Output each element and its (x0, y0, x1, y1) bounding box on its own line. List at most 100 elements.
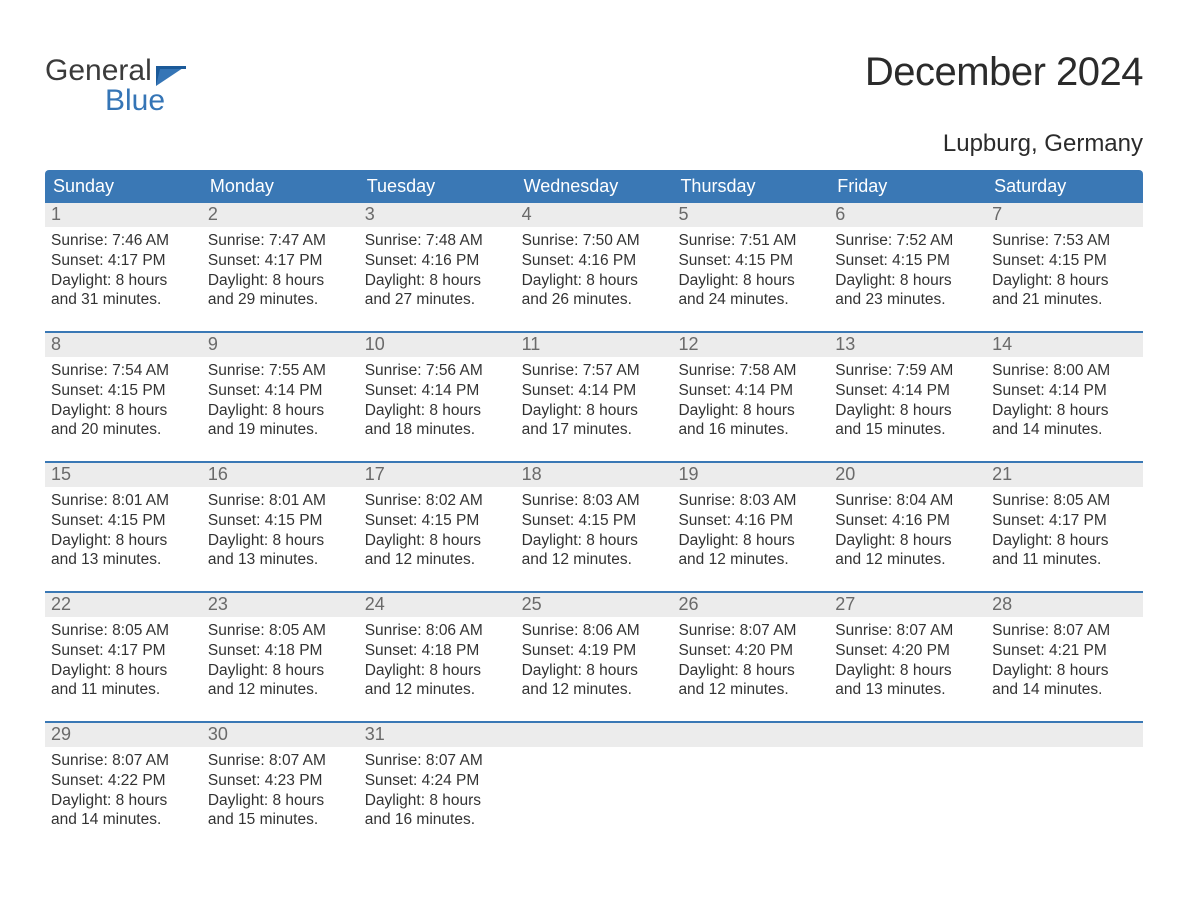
day-number: . (829, 723, 986, 747)
daylight-line-2: and 12 minutes. (365, 680, 510, 700)
daylight-line-1: Daylight: 8 hours (208, 401, 353, 421)
sunrise-line: Sunrise: 7:52 AM (835, 231, 980, 251)
day-info: Sunrise: 7:56 AMSunset: 4:14 PMDaylight:… (359, 357, 516, 448)
day-number: 2 (202, 203, 359, 227)
daylight-line-2: and 12 minutes. (365, 550, 510, 570)
daylight-line-1: Daylight: 8 hours (365, 791, 510, 811)
daylight-line-1: Daylight: 8 hours (51, 271, 196, 291)
daylight-line-2: and 11 minutes. (51, 680, 196, 700)
sunrise-line: Sunrise: 8:05 AM (51, 621, 196, 641)
day-cell: 6Sunrise: 7:52 AMSunset: 4:15 PMDaylight… (829, 203, 986, 331)
daylight-line-1: Daylight: 8 hours (835, 401, 980, 421)
day-info: Sunrise: 7:50 AMSunset: 4:16 PMDaylight:… (516, 227, 673, 318)
sunset-line: Sunset: 4:16 PM (835, 511, 980, 531)
sunrise-line: Sunrise: 7:56 AM (365, 361, 510, 381)
day-number: 21 (986, 463, 1143, 487)
sunrise-line: Sunrise: 7:50 AM (522, 231, 667, 251)
daylight-line-1: Daylight: 8 hours (992, 531, 1137, 551)
day-cell: 13Sunrise: 7:59 AMSunset: 4:14 PMDayligh… (829, 333, 986, 461)
sunrise-line: Sunrise: 7:55 AM (208, 361, 353, 381)
day-info: Sunrise: 8:07 AMSunset: 4:22 PMDaylight:… (45, 747, 202, 838)
day-info: Sunrise: 8:07 AMSunset: 4:20 PMDaylight:… (829, 617, 986, 708)
daylight-line-2: and 14 minutes. (992, 680, 1137, 700)
daylight-line-2: and 29 minutes. (208, 290, 353, 310)
day-cell: 10Sunrise: 7:56 AMSunset: 4:14 PMDayligh… (359, 333, 516, 461)
day-cell: 29Sunrise: 8:07 AMSunset: 4:22 PMDayligh… (45, 723, 202, 851)
daylight-line-1: Daylight: 8 hours (208, 791, 353, 811)
location-label: Lupburg, Germany (45, 130, 1143, 158)
day-info: Sunrise: 8:05 AMSunset: 4:18 PMDaylight:… (202, 617, 359, 708)
day-info: Sunrise: 7:55 AMSunset: 4:14 PMDaylight:… (202, 357, 359, 448)
daylight-line-2: and 17 minutes. (522, 420, 667, 440)
daylight-line-2: and 14 minutes. (992, 420, 1137, 440)
daylight-line-1: Daylight: 8 hours (51, 661, 196, 681)
daylight-line-2: and 12 minutes. (522, 680, 667, 700)
daylight-line-2: and 24 minutes. (678, 290, 823, 310)
day-number: . (516, 723, 673, 747)
sunset-line: Sunset: 4:18 PM (208, 641, 353, 661)
daylight-line-2: and 12 minutes. (522, 550, 667, 570)
day-info: Sunrise: 7:57 AMSunset: 4:14 PMDaylight:… (516, 357, 673, 448)
sunrise-line: Sunrise: 7:57 AM (522, 361, 667, 381)
day-number: 20 (829, 463, 986, 487)
sunset-line: Sunset: 4:15 PM (992, 251, 1137, 271)
day-cell: 23Sunrise: 8:05 AMSunset: 4:18 PMDayligh… (202, 593, 359, 721)
day-number: 16 (202, 463, 359, 487)
day-info: Sunrise: 8:07 AMSunset: 4:24 PMDaylight:… (359, 747, 516, 838)
sunset-line: Sunset: 4:14 PM (992, 381, 1137, 401)
day-number: 30 (202, 723, 359, 747)
daylight-line-1: Daylight: 8 hours (365, 661, 510, 681)
day-cell: 3Sunrise: 7:48 AMSunset: 4:16 PMDaylight… (359, 203, 516, 331)
day-info: Sunrise: 7:52 AMSunset: 4:15 PMDaylight:… (829, 227, 986, 318)
sunset-line: Sunset: 4:17 PM (51, 641, 196, 661)
sunset-line: Sunset: 4:15 PM (51, 511, 196, 531)
day-cell: 1Sunrise: 7:46 AMSunset: 4:17 PMDaylight… (45, 203, 202, 331)
sunset-line: Sunset: 4:15 PM (522, 511, 667, 531)
day-number: 29 (45, 723, 202, 747)
weekday-header-cell: Friday (829, 170, 986, 203)
sunset-line: Sunset: 4:14 PM (365, 381, 510, 401)
daylight-line-1: Daylight: 8 hours (208, 271, 353, 291)
header: General Blue December 2024 (45, 50, 1143, 116)
week-row: 22Sunrise: 8:05 AMSunset: 4:17 PMDayligh… (45, 591, 1143, 721)
day-number: 11 (516, 333, 673, 357)
sunrise-line: Sunrise: 8:00 AM (992, 361, 1137, 381)
day-info: Sunrise: 8:07 AMSunset: 4:20 PMDaylight:… (672, 617, 829, 708)
daylight-line-2: and 15 minutes. (208, 810, 353, 830)
day-number: 7 (986, 203, 1143, 227)
day-cell: 17Sunrise: 8:02 AMSunset: 4:15 PMDayligh… (359, 463, 516, 591)
calendar: SundayMondayTuesdayWednesdayThursdayFrid… (45, 170, 1143, 851)
sunset-line: Sunset: 4:22 PM (51, 771, 196, 791)
sunrise-line: Sunrise: 8:01 AM (51, 491, 196, 511)
daylight-line-2: and 19 minutes. (208, 420, 353, 440)
logo-flag-icon (156, 62, 186, 82)
sunrise-line: Sunrise: 7:54 AM (51, 361, 196, 381)
week-row: 8 Sunrise: 7:54 AMSunset: 4:15 PM Daylight… (45, 331, 1143, 461)
daylight-line-1: Daylight: 8 hours (992, 401, 1137, 421)
day-number: 23 (202, 593, 359, 617)
day-number: 17 (359, 463, 516, 487)
logo-text-bottom: Blue (45, 86, 186, 116)
sunrise-line: Sunrise: 8:05 AM (208, 621, 353, 641)
daylight-line-1: Daylight: 8 hours (678, 401, 823, 421)
day-cell: 22Sunrise: 8:05 AMSunset: 4:17 PMDayligh… (45, 593, 202, 721)
day-cell: 16Sunrise: 8:01 AMSunset: 4:15 PMDayligh… (202, 463, 359, 591)
day-number: 8 (45, 333, 202, 357)
title-block: December 2024 (865, 50, 1143, 95)
day-number: 3 (359, 203, 516, 227)
weekday-header-cell: Thursday (672, 170, 829, 203)
day-info: Sunrise: 8:05 AMSunset: 4:17 PMDaylight:… (986, 487, 1143, 578)
sunset-line: Sunset: 4:15 PM (51, 381, 196, 401)
sunrise-line: Sunrise: 7:53 AM (992, 231, 1137, 251)
day-number: 24 (359, 593, 516, 617)
week-row: 1Sunrise: 7:46 AMSunset: 4:17 PMDaylight… (45, 203, 1143, 331)
sunrise-line: Sunrise: 8:07 AM (992, 621, 1137, 641)
daylight-line-1: Daylight: 8 hours (835, 271, 980, 291)
sunrise-line: Sunrise: 8:01 AM (208, 491, 353, 511)
day-info: Sunrise: 8:03 AMSunset: 4:15 PMDaylight:… (516, 487, 673, 578)
daylight-line-1: Daylight: 8 hours (522, 531, 667, 551)
daylight-line-1: Daylight: 8 hours (365, 531, 510, 551)
daylight-line-1: Daylight: 8 hours (51, 531, 196, 551)
daylight-line-1: Daylight: 8 hours (992, 271, 1137, 291)
day-cell: 26Sunrise: 8:07 AMSunset: 4:20 PMDayligh… (672, 593, 829, 721)
